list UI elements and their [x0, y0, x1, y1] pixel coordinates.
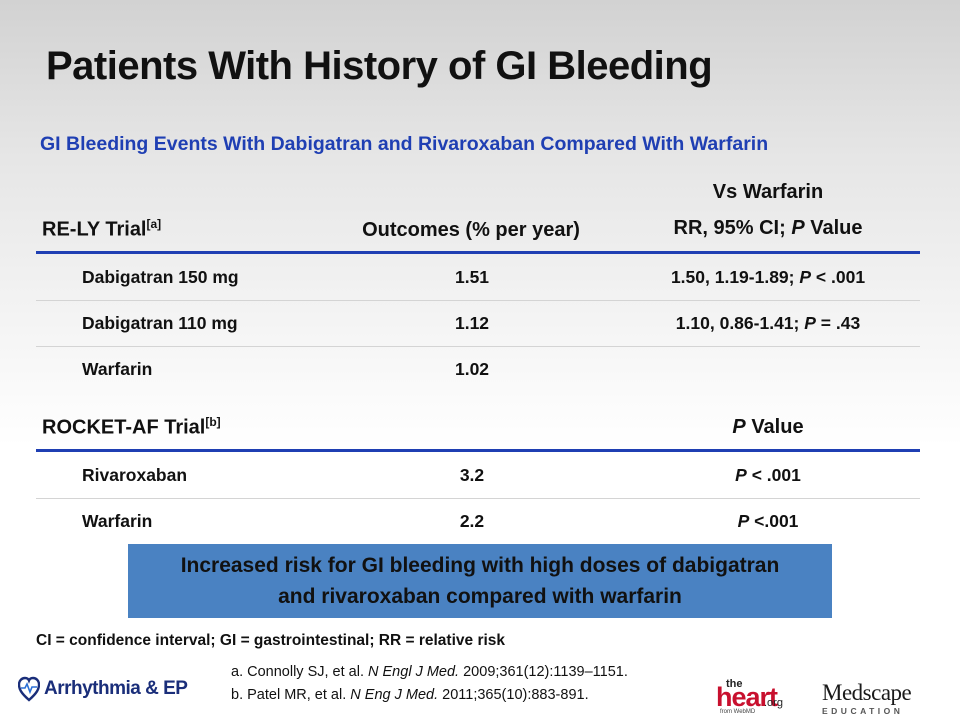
p-label: P	[735, 465, 747, 485]
rr-value: 1.10, 0.86-1.41; P = .43	[616, 300, 920, 346]
theheart-org-logo: the heart .org from WebMD	[716, 678, 786, 718]
p-value: P <.001	[616, 498, 920, 544]
rely-ref-marker: [a]	[146, 217, 162, 231]
key-finding-callout: Increased risk for GI bleeding with high…	[128, 544, 832, 618]
rr-text: 1.10, 0.86-1.41;	[675, 313, 805, 333]
reference-authors: b. Patel MR, et al.	[231, 687, 351, 703]
rocket-trial-label: ROCKET-AF Trial[b]	[42, 415, 221, 440]
rocket-trial-name: ROCKET-AF Trial	[42, 416, 206, 439]
table-row: Dabigatran 110 mg 1.12 1.10, 0.86-1.41; …	[36, 300, 920, 347]
reference-journal: N Eng J Med.	[350, 687, 439, 703]
reference-citation: 2009;361(12):1139–1151.	[459, 664, 628, 680]
abbreviations-note: CI = confidence interval; GI = gastroint…	[36, 632, 506, 649]
p-text: <.001	[749, 511, 799, 531]
p-italic: P	[732, 416, 746, 438]
reference-authors: a. Connolly SJ, et al.	[231, 664, 369, 680]
drug-name: Warfarin	[82, 511, 153, 531]
rely-header-rule	[36, 251, 920, 254]
outcome-value: 1.12	[454, 313, 490, 333]
reference-citation: 2011;365(10):883-891.	[438, 687, 589, 703]
outcome-value: 1.02	[454, 359, 490, 379]
rr-ci-p-header: RR, 95% CI; P Value	[616, 217, 920, 240]
theheart-heart: heart	[716, 682, 778, 712]
callout-line-2: and rivaroxaban compared with warfarin	[278, 585, 682, 608]
table-row: Rivaroxaban 3.2 P < .001	[36, 452, 920, 499]
drug-name: Dabigatran 110 mg	[82, 313, 238, 333]
value-text: Value	[745, 416, 804, 438]
rocket-ref-marker: [b]	[205, 415, 221, 429]
reference-item: b. Patel MR, et al. N Eng J Med. 2011;36…	[231, 684, 628, 707]
medscape-wordmark: Medscape	[822, 680, 912, 705]
vs-warfarin-header: Vs Warfarin	[712, 181, 824, 203]
drug-name: Warfarin	[82, 359, 153, 379]
arrhythmia-ep-logo-text: Arrhythmia & EP	[44, 678, 188, 699]
table-row: Warfarin 1.02	[36, 346, 920, 392]
reference-journal: N Engl J Med.	[368, 664, 460, 680]
theheart-from: from WebMD	[720, 709, 756, 715]
medscape-education-text: EDUCATION	[822, 706, 904, 716]
reference-item: a. Connolly SJ, et al. N Engl J Med. 200…	[231, 661, 628, 684]
p-label: P	[737, 511, 750, 531]
p-value: P < .001	[616, 452, 920, 498]
drug-name: Dabigatran 150 mg	[82, 267, 239, 287]
outcomes-column-header: Outcomes (% per year)	[362, 219, 580, 241]
p-value-header: P Value	[616, 416, 920, 439]
table-row: Dabigatran 150 mg 1.51 1.50, 1.19-1.89; …	[36, 254, 920, 301]
p-italic: P	[791, 217, 805, 239]
p-text: < .001	[746, 465, 801, 485]
drug-name: Rivaroxaban	[82, 465, 188, 485]
table-subtitle: GI Bleeding Events With Dabigatran and R…	[40, 133, 769, 155]
p-text: = .43	[815, 313, 861, 333]
rr-ci-text: RR, 95% CI;	[673, 217, 792, 239]
rr-value: 1.50, 1.19-1.89; P < .001	[616, 254, 920, 300]
value-text: Value	[804, 217, 863, 239]
rr-text: 1.50, 1.19-1.89;	[670, 267, 800, 287]
theheart-the: the	[726, 678, 743, 690]
rocket-header-rule	[36, 449, 920, 452]
rely-trial-label: RE-LY Trial[a]	[42, 217, 161, 242]
outcome-value: 1.51	[454, 267, 490, 287]
outcome-value: 2.2	[459, 511, 485, 531]
rely-trial-name: RE-LY Trial	[42, 218, 147, 241]
page-title: Patients With History of GI Bleeding	[46, 44, 713, 88]
references: a. Connolly SJ, et al. N Engl J Med. 200…	[231, 661, 628, 707]
medscape-education-logo: Medscape EDUCATION	[822, 681, 932, 717]
theheart-org: .org	[764, 697, 783, 709]
p-label: P	[804, 313, 816, 333]
p-text: < .001	[811, 267, 866, 287]
heart-wave-icon	[18, 676, 40, 702]
callout-line-1: Increased risk for GI bleeding with high…	[180, 554, 780, 577]
table-row: Warfarin 2.2 P <.001	[36, 498, 920, 544]
outcome-value: 3.2	[459, 465, 485, 485]
arrhythmia-ep-logo: Arrhythmia & EP	[18, 676, 188, 702]
rr-value	[616, 346, 920, 392]
p-label: P	[799, 267, 812, 287]
